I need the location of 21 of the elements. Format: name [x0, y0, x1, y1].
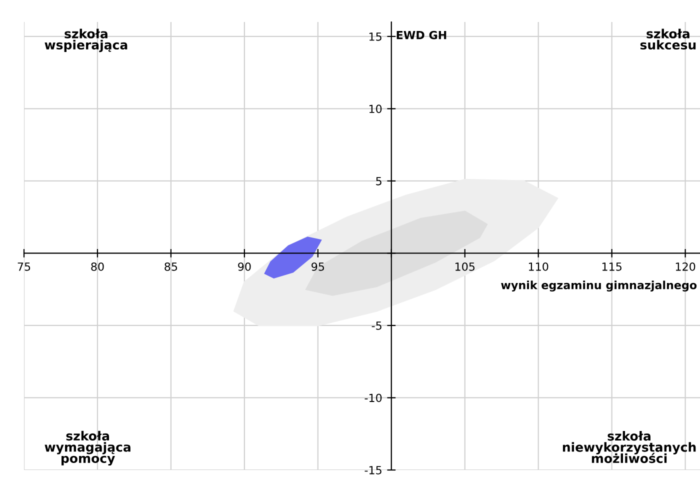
x-tick-label: 105	[455, 262, 475, 271]
x-tick-label: 75	[18, 262, 30, 271]
y-tick-label: 5	[376, 177, 382, 186]
y-tick-label: 15	[369, 32, 382, 41]
annotation: szkoła wspierająca	[44, 28, 128, 52]
x-tick-label: 80	[91, 262, 104, 271]
x-tick-label: 120	[676, 262, 696, 271]
annotation: szkoła sukcesu	[640, 28, 696, 50]
x-tick-label: 95	[312, 262, 324, 271]
y-tick-label: 10	[369, 104, 382, 114]
x-tick-label: 115	[602, 262, 622, 271]
x-tick-label: 85	[164, 262, 178, 271]
y-tick-label: -10	[364, 394, 382, 402]
x-tick-label: 110	[528, 262, 548, 271]
annotation: szkoła wymagająca pomocy	[44, 430, 130, 466]
x-tick-label: 90	[238, 262, 251, 271]
annotation: szkoła niewykorzystanych możliwości	[562, 431, 696, 464]
y-axis-title: EWD GH	[396, 30, 446, 40]
x-axis-title: wynik egzaminu gimnazjalnego	[501, 280, 697, 292]
y-tick-label: -15	[364, 466, 382, 474]
y-tick-label: -5	[372, 322, 382, 330]
